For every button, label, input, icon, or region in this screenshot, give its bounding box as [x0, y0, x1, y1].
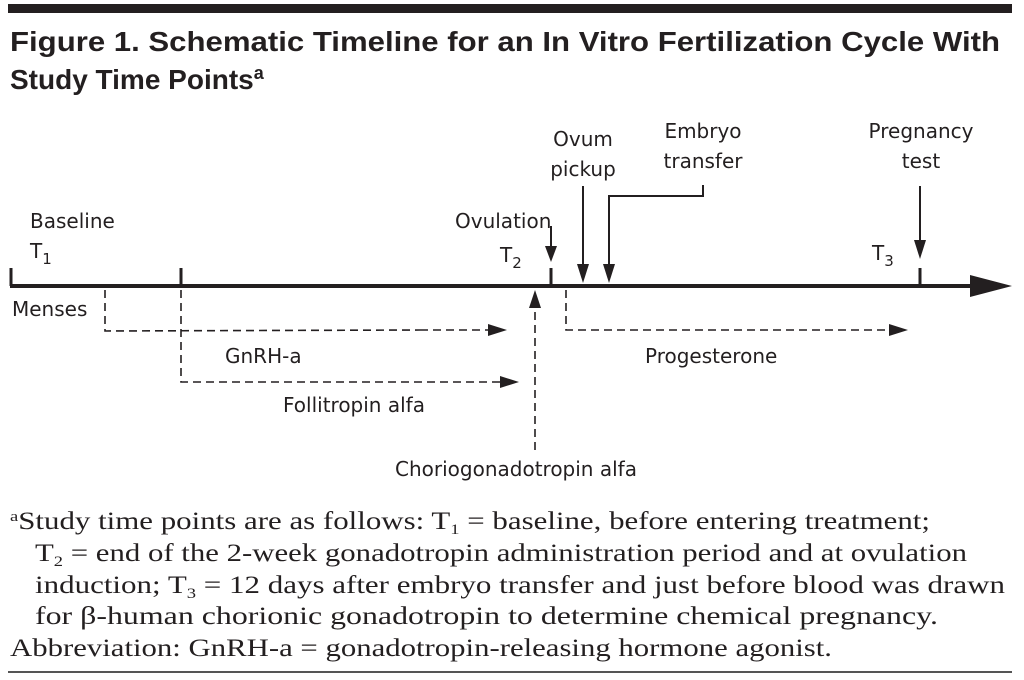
ovulation-arrow — [545, 226, 557, 262]
transfer-label: transfer — [664, 149, 744, 173]
progesterone-arrow — [565, 290, 908, 336]
embryo-transfer-arrow — [603, 185, 704, 283]
t2-label: T2 — [499, 243, 522, 272]
progesterone-label: Progesterone — [645, 344, 777, 368]
footnote-line4: for β-human chorionic gonadotropin to de… — [35, 603, 938, 630]
test-label: test — [902, 149, 941, 173]
baseline-label: Baseline — [30, 209, 115, 233]
footnote-line5: Abbreviation: GnRH-a = gonadotropin-rele… — [10, 635, 832, 662]
figure-title-line2: Study Time Pointsa — [10, 63, 265, 95]
t1-label: T1 — [29, 239, 52, 268]
pickup-label: pickup — [550, 157, 616, 181]
bottom-rule — [8, 671, 1012, 673]
ovum-label: Ovum — [553, 127, 613, 151]
timeline-axis — [9, 268, 1012, 297]
gnrh-arrow — [104, 290, 507, 336]
embryo-label: Embryo — [664, 119, 741, 143]
pregnancy-label: Pregnancy — [869, 119, 974, 143]
follitropin-label: Follitropin alfa — [283, 393, 425, 417]
follitropin-arrow — [180, 290, 519, 388]
choriogonadotropin-label: Choriogonadotropin alfa — [395, 457, 637, 481]
ovum-pickup-arrow — [577, 186, 589, 283]
menses-label: Menses — [12, 297, 87, 321]
t3-label: T3 — [871, 241, 894, 270]
choriogonadotropin-arrow — [529, 290, 541, 450]
pregnancy-test-arrow — [914, 186, 926, 259]
ovulation-label: Ovulation — [455, 209, 551, 233]
figure-title-line1: Figure 1. Schematic Timeline for an In V… — [10, 26, 1000, 57]
gnrh-label: GnRH-a — [225, 344, 302, 368]
top-rule — [8, 4, 1012, 13]
